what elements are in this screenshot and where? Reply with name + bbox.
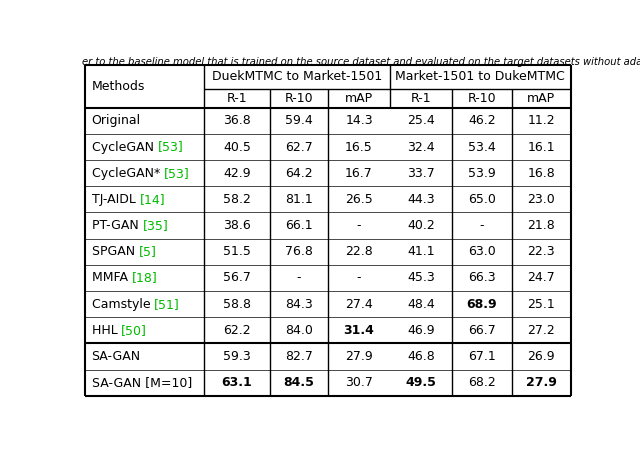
Text: 66.1: 66.1: [285, 219, 313, 232]
Text: 56.7: 56.7: [223, 271, 251, 285]
Text: 40.5: 40.5: [223, 140, 251, 154]
Text: 14.3: 14.3: [345, 114, 373, 127]
Text: 38.6: 38.6: [223, 219, 251, 232]
Text: 27.2: 27.2: [527, 324, 555, 337]
Text: 84.5: 84.5: [284, 376, 314, 389]
Text: [53]: [53]: [164, 167, 189, 180]
Text: 67.1: 67.1: [468, 350, 496, 363]
Text: -: -: [297, 271, 301, 285]
Text: 68.9: 68.9: [467, 298, 497, 311]
Text: -: -: [356, 271, 361, 285]
Text: [18]: [18]: [132, 271, 157, 285]
Text: 16.1: 16.1: [527, 140, 555, 154]
Text: -: -: [479, 219, 484, 232]
Text: 59.3: 59.3: [223, 350, 251, 363]
Text: MMFA: MMFA: [92, 271, 132, 285]
Text: Market-1501 to DukeMTMC: Market-1501 to DukeMTMC: [396, 71, 565, 83]
Text: 16.8: 16.8: [527, 167, 555, 180]
Text: 66.7: 66.7: [468, 324, 496, 337]
Text: TJ-AIDL: TJ-AIDL: [92, 193, 140, 206]
Text: Original: Original: [92, 114, 141, 127]
Text: 48.4: 48.4: [407, 298, 435, 311]
Text: 63.1: 63.1: [221, 376, 252, 389]
Text: 25.1: 25.1: [527, 298, 555, 311]
Text: [35]: [35]: [142, 219, 168, 232]
Text: [51]: [51]: [154, 298, 180, 311]
Text: SA-GAN: SA-GAN: [92, 350, 141, 363]
Text: [53]: [53]: [157, 140, 184, 154]
Text: 65.0: 65.0: [468, 193, 496, 206]
Text: 76.8: 76.8: [285, 245, 313, 258]
Text: [5]: [5]: [139, 245, 157, 258]
Text: 44.3: 44.3: [407, 193, 435, 206]
Text: 16.7: 16.7: [345, 167, 373, 180]
Text: 84.3: 84.3: [285, 298, 313, 311]
Text: 63.0: 63.0: [468, 245, 496, 258]
Text: R-1: R-1: [227, 92, 247, 105]
Text: 46.9: 46.9: [407, 324, 435, 337]
Text: CycleGAN: CycleGAN: [92, 140, 157, 154]
Text: 62.2: 62.2: [223, 324, 251, 337]
Text: mAP: mAP: [527, 92, 555, 105]
Text: 53.9: 53.9: [468, 167, 496, 180]
Text: 59.4: 59.4: [285, 114, 313, 127]
Text: R-1: R-1: [411, 92, 431, 105]
Text: 46.2: 46.2: [468, 114, 495, 127]
Text: 22.3: 22.3: [527, 245, 555, 258]
Text: [14]: [14]: [140, 193, 165, 206]
Text: CycleGAN*: CycleGAN*: [92, 167, 164, 180]
Text: 51.5: 51.5: [223, 245, 251, 258]
Text: 81.1: 81.1: [285, 193, 313, 206]
Text: 27.9: 27.9: [525, 376, 557, 389]
Text: 24.7: 24.7: [527, 271, 555, 285]
Text: 16.5: 16.5: [345, 140, 373, 154]
Text: 21.8: 21.8: [527, 219, 555, 232]
Text: 82.7: 82.7: [285, 350, 313, 363]
Text: -: -: [356, 219, 361, 232]
Text: 84.0: 84.0: [285, 324, 313, 337]
Text: 41.1: 41.1: [407, 245, 435, 258]
Text: 40.2: 40.2: [407, 219, 435, 232]
Text: 58.8: 58.8: [223, 298, 251, 311]
Text: 64.2: 64.2: [285, 167, 313, 180]
Text: 36.8: 36.8: [223, 114, 251, 127]
Text: mAP: mAP: [345, 92, 373, 105]
Text: 68.2: 68.2: [468, 376, 496, 389]
Text: 22.8: 22.8: [345, 245, 373, 258]
Text: R-10: R-10: [285, 92, 313, 105]
Text: er to the baseline model that is trained on the source dataset and evaluated on : er to the baseline model that is trained…: [83, 57, 640, 67]
Text: 45.3: 45.3: [407, 271, 435, 285]
Text: R-10: R-10: [468, 92, 496, 105]
Text: 26.5: 26.5: [345, 193, 373, 206]
Text: 33.7: 33.7: [407, 167, 435, 180]
Text: [50]: [50]: [122, 324, 147, 337]
Text: Camstyle: Camstyle: [92, 298, 154, 311]
Text: 30.7: 30.7: [345, 376, 373, 389]
Text: 49.5: 49.5: [406, 376, 436, 389]
Text: 23.0: 23.0: [527, 193, 555, 206]
Text: 53.4: 53.4: [468, 140, 496, 154]
Text: 11.2: 11.2: [527, 114, 555, 127]
Text: 25.4: 25.4: [407, 114, 435, 127]
Text: Methods: Methods: [92, 80, 145, 93]
Text: DuekMTMC to Market-1501: DuekMTMC to Market-1501: [212, 71, 382, 83]
Text: 66.3: 66.3: [468, 271, 495, 285]
Text: 42.9: 42.9: [223, 167, 251, 180]
Text: 27.4: 27.4: [345, 298, 373, 311]
Text: SA-GAN [M=10]: SA-GAN [M=10]: [92, 376, 192, 389]
Text: 58.2: 58.2: [223, 193, 251, 206]
Text: 46.8: 46.8: [407, 350, 435, 363]
Text: PT-GAN: PT-GAN: [92, 219, 142, 232]
Text: 31.4: 31.4: [344, 324, 374, 337]
Text: 62.7: 62.7: [285, 140, 313, 154]
Text: 26.9: 26.9: [527, 350, 555, 363]
Text: 27.9: 27.9: [345, 350, 373, 363]
Text: SPGAN: SPGAN: [92, 245, 139, 258]
Text: HHL: HHL: [92, 324, 122, 337]
Text: 32.4: 32.4: [407, 140, 435, 154]
